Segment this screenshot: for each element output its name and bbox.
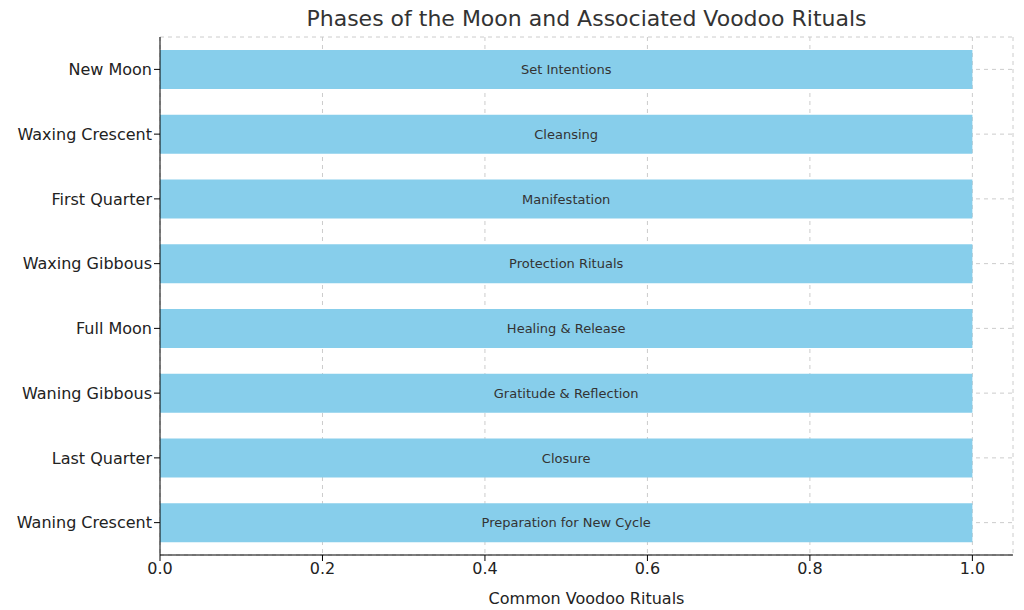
svg-text:Common Voodoo Rituals: Common Voodoo Rituals	[489, 589, 685, 608]
svg-text:Full Moon: Full Moon	[76, 319, 152, 338]
svg-text:0.6: 0.6	[635, 559, 660, 578]
svg-text:Cleansing: Cleansing	[534, 127, 598, 142]
svg-text:0.4: 0.4	[472, 559, 497, 578]
svg-text:Waxing Crescent: Waxing Crescent	[17, 125, 152, 144]
svg-text:Manifestation: Manifestation	[522, 192, 610, 207]
svg-text:New Moon: New Moon	[68, 60, 152, 79]
svg-text:Set Intentions: Set Intentions	[521, 62, 612, 77]
svg-text:0.2: 0.2	[310, 559, 335, 578]
svg-text:Waxing Gibbous: Waxing Gibbous	[23, 254, 152, 273]
svg-text:Last Quarter: Last Quarter	[52, 449, 153, 468]
svg-text:Closure: Closure	[542, 451, 591, 466]
html-text:Phases of the Moon and Associa: Phases of the Moon and Associated Voodoo…	[306, 6, 867, 31]
svg-text:1.0: 1.0	[960, 559, 985, 578]
svg-text:Waning Crescent: Waning Crescent	[17, 513, 152, 532]
svg-text:First Quarter: First Quarter	[51, 190, 152, 209]
svg-text:Gratitude & Reflection: Gratitude & Reflection	[494, 386, 639, 401]
svg-text:0.0: 0.0	[147, 559, 172, 578]
svg-text:Waning Gibbous: Waning Gibbous	[22, 384, 152, 403]
svg-text:0.8: 0.8	[797, 559, 822, 578]
svg-text:Protection Rituals: Protection Rituals	[509, 256, 623, 271]
svg-text:Preparation for New Cycle: Preparation for New Cycle	[482, 515, 651, 530]
svg-text:Healing & Release: Healing & Release	[507, 321, 626, 336]
